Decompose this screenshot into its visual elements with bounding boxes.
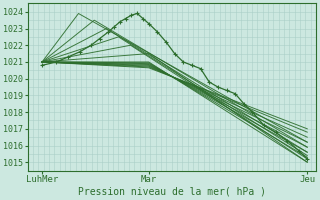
X-axis label: Pression niveau de la mer( hPa ): Pression niveau de la mer( hPa ): [78, 187, 266, 197]
